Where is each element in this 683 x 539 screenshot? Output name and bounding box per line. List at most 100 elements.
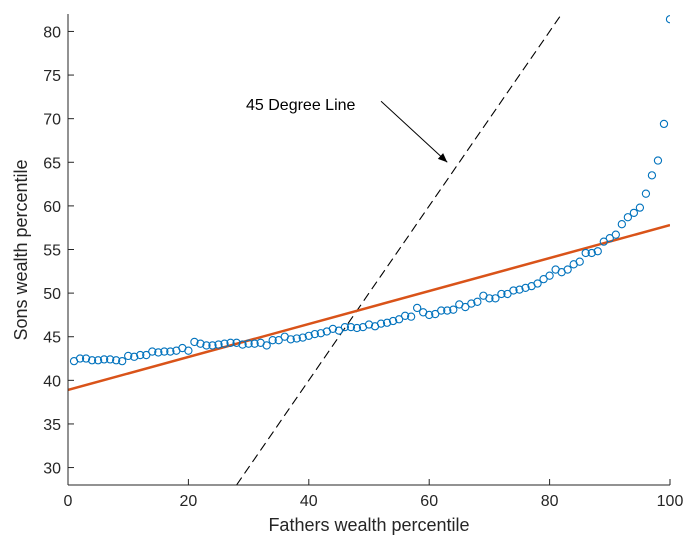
scatter-point — [274, 336, 283, 345]
scatter-point — [93, 356, 103, 365]
scatter-point — [268, 336, 277, 345]
x-tick-label: 80 — [541, 493, 559, 510]
scatter-point — [617, 220, 626, 229]
reference-45-degree-line — [236, 14, 563, 485]
y-tick-label: 65 — [43, 155, 61, 172]
y-tick-label: 30 — [43, 461, 61, 478]
scatter-point — [515, 285, 524, 294]
y-tick-label: 60 — [43, 199, 61, 216]
scatter-point — [118, 356, 127, 366]
x-tick-label: 40 — [300, 493, 318, 510]
scatter-point — [443, 306, 452, 315]
scatter-point — [232, 338, 241, 347]
scatter-point — [587, 248, 596, 258]
scatter-point — [461, 302, 470, 312]
scatter-point — [509, 286, 518, 295]
scatter-point — [304, 331, 313, 340]
annotation-arrowhead — [437, 153, 448, 163]
scatter-point — [166, 347, 175, 356]
y-tick-label: 35 — [43, 417, 61, 434]
x-tick-label: 60 — [420, 493, 438, 510]
x-axis-ticks: 0 20 40 60 80 100 — [64, 479, 683, 510]
scatter-point — [635, 203, 645, 212]
y-axis-label: Sons wealth percentile — [11, 159, 31, 340]
scatter-point — [226, 338, 235, 347]
scatter-point — [81, 354, 91, 363]
scatter-point — [545, 271, 554, 280]
scatter-point — [575, 257, 584, 266]
scatter-point — [298, 333, 307, 342]
scatter-point — [376, 319, 386, 328]
scatter-point — [394, 315, 404, 324]
axes-frame — [67, 14, 670, 486]
y-axis-ticks: 30 35 40 45 50 55 60 65 70 75 80 — [43, 24, 74, 478]
scatter-point — [310, 329, 319, 339]
scatter-point — [154, 348, 163, 357]
scatter-point — [262, 341, 271, 350]
scatter-point — [425, 310, 434, 320]
annotation-label: 45 Degree Line — [246, 97, 356, 114]
scatter-point — [250, 339, 259, 348]
scatter-point — [431, 309, 440, 319]
scatter-point — [184, 346, 193, 355]
y-tick-label: 80 — [43, 24, 61, 41]
scatter-point — [647, 171, 657, 180]
scatter-point — [503, 289, 512, 299]
scatter-point — [238, 340, 247, 349]
fit-line — [68, 223, 670, 392]
scatter-point — [485, 294, 494, 303]
scatter-point — [130, 352, 139, 361]
scatter-point — [340, 322, 350, 332]
scatter-point — [473, 297, 482, 306]
data-layer — [68, 14, 670, 485]
y-tick-label: 40 — [43, 373, 61, 390]
scatter-point — [328, 324, 338, 334]
scatter-point — [148, 347, 157, 356]
scatter-point — [220, 339, 229, 348]
y-tick-label: 75 — [43, 68, 61, 85]
scatter-point — [629, 208, 639, 218]
scatter-point — [497, 289, 506, 299]
plot-area — [68, 14, 670, 485]
scatter-point — [124, 351, 133, 361]
scatter-point — [593, 247, 602, 256]
scatter-point — [286, 335, 295, 344]
scatter-point — [437, 306, 446, 315]
scatter-point — [292, 334, 301, 343]
scatter-point — [388, 316, 398, 326]
scatter-point — [406, 312, 416, 321]
y-tick-label: 50 — [43, 286, 61, 303]
scatter-point — [316, 329, 325, 338]
scatter-point — [112, 356, 121, 365]
scatter-point — [467, 299, 476, 308]
scatter-point — [364, 320, 374, 329]
y-tick-label: 45 — [43, 330, 61, 347]
scatter-point — [653, 156, 663, 165]
x-axis-label: Fathers wealth percentile — [268, 515, 469, 535]
scatter-point — [208, 341, 217, 350]
scatter-point — [611, 230, 620, 239]
x-tick-label: 100 — [657, 493, 683, 510]
scatter-point — [563, 265, 572, 274]
scatter-point — [449, 305, 458, 314]
scatter-point — [105, 355, 115, 364]
scatter-point — [599, 237, 608, 246]
scatter-point — [196, 339, 205, 348]
scatter-point — [659, 119, 669, 129]
scatter-point — [382, 318, 392, 327]
annotation-layer: 45 Degree Line — [246, 97, 448, 163]
scatter-point — [413, 303, 422, 313]
scatter-point — [87, 356, 97, 365]
scatter-point — [533, 279, 542, 288]
scatter-point — [136, 350, 145, 360]
scatter-point — [400, 311, 410, 320]
y-tick-label: 55 — [43, 243, 61, 260]
scatter-point — [99, 355, 109, 364]
scatter-point — [334, 326, 344, 335]
x-tick-label: 20 — [180, 493, 198, 510]
scatter-point — [346, 322, 356, 332]
annotation-arrow — [380, 100, 448, 163]
scatter-point — [641, 189, 651, 198]
scatter-point — [214, 340, 223, 349]
